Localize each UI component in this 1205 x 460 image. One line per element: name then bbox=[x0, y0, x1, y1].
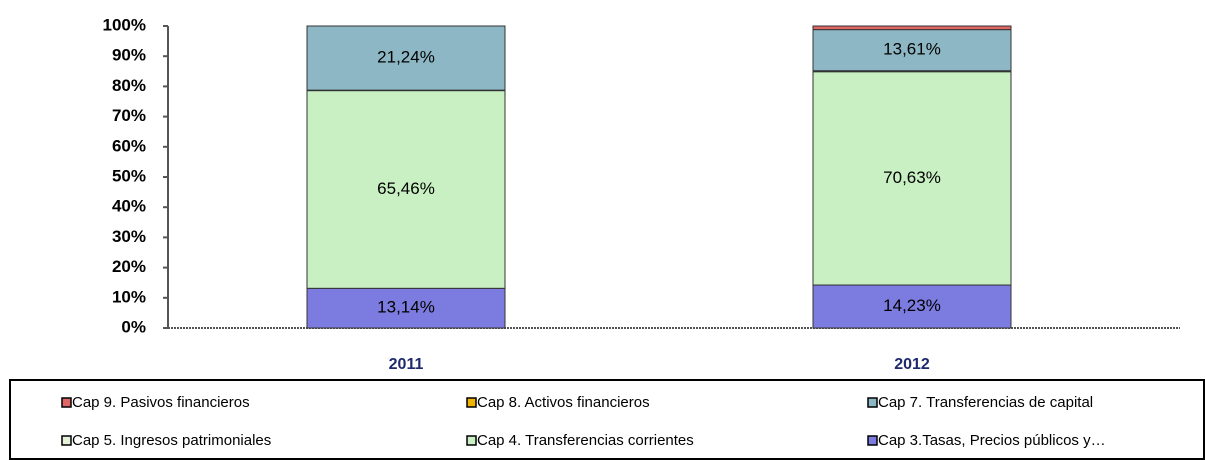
data-label: 65,46% bbox=[377, 179, 435, 198]
y-tick-label: 80% bbox=[112, 76, 146, 95]
y-tick-label: 0% bbox=[121, 317, 146, 336]
y-tick-label: 40% bbox=[112, 197, 146, 216]
y-tick-label: 90% bbox=[112, 46, 146, 65]
data-label: 70,63% bbox=[883, 168, 941, 187]
y-tick-label: 20% bbox=[112, 257, 146, 276]
bar-segment bbox=[306, 90, 506, 289]
y-tick-label: 60% bbox=[112, 136, 146, 155]
legend-swatch bbox=[466, 435, 477, 446]
legend-label: Cap 7. Transferencias de capital bbox=[878, 394, 1093, 411]
legend-swatch bbox=[867, 397, 878, 408]
legend-label: Cap 5. Ingresos patrimoniales bbox=[72, 432, 271, 449]
y-tick-label: 30% bbox=[112, 227, 146, 246]
legend-box bbox=[9, 379, 1205, 460]
bar-segment bbox=[306, 287, 506, 329]
legend-swatch bbox=[466, 397, 477, 408]
data-label: 14,23% bbox=[883, 296, 941, 315]
data-label: 13,61% bbox=[883, 40, 941, 59]
legend-label: Cap 8. Activos financieros bbox=[477, 394, 650, 411]
bar-segment bbox=[812, 71, 1012, 286]
legend-swatch bbox=[61, 435, 72, 446]
bar-segment bbox=[306, 25, 506, 91]
y-tick-label: 70% bbox=[112, 106, 146, 125]
legend-label: Cap 9. Pasivos financieros bbox=[72, 394, 250, 411]
y-tick-label: 100% bbox=[103, 15, 146, 34]
legend-swatch bbox=[61, 397, 72, 408]
x-tick-label: 2012 bbox=[894, 356, 930, 373]
legend-label: Cap 4. Transferencias corrientes bbox=[477, 432, 694, 449]
data-label: 13,14% bbox=[377, 298, 435, 317]
y-tick-label: 10% bbox=[112, 287, 146, 306]
bar-segment bbox=[812, 25, 1012, 31]
legend-swatch bbox=[867, 435, 878, 446]
bar-segment bbox=[812, 284, 1012, 329]
data-label: 21,24% bbox=[377, 48, 435, 67]
x-tick-label: 2011 bbox=[389, 356, 424, 373]
legend-label: Cap 3.Tasas, Precios públicos y… bbox=[878, 432, 1106, 449]
bar-segment bbox=[812, 29, 1012, 72]
y-tick-label: 50% bbox=[112, 166, 146, 185]
